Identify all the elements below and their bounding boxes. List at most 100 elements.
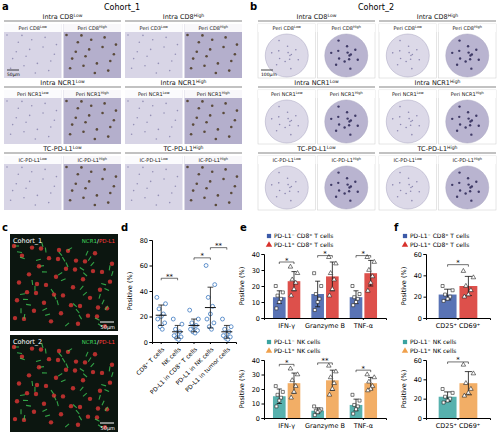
texture	[144, 197, 146, 199]
point	[451, 289, 454, 292]
point	[212, 321, 216, 325]
label-sup: Low	[294, 157, 301, 161]
bar	[364, 383, 377, 418]
point	[190, 321, 194, 325]
label-band	[258, 24, 316, 32]
texture	[236, 175, 239, 178]
error-cap	[368, 286, 373, 287]
tma-core	[265, 34, 308, 77]
image	[125, 24, 183, 78]
x-tick-label: CD25⁺ CD69⁺	[436, 422, 481, 430]
point	[290, 378, 295, 382]
tma-core	[446, 100, 489, 143]
texture	[198, 173, 201, 176]
label-band	[185, 156, 243, 164]
texture	[399, 116, 401, 118]
legend: PD-L1⁻ CD8⁺ T cellsPD-L1⁺ CD8⁺ T cells	[266, 232, 334, 248]
texture	[190, 199, 193, 202]
texture	[289, 55, 291, 57]
texture	[278, 182, 280, 184]
texture	[471, 119, 473, 121]
tma-core	[386, 34, 429, 77]
point	[352, 304, 355, 307]
header-rule	[258, 21, 375, 22]
texture	[224, 168, 227, 171]
texture	[69, 303, 73, 307]
error-bar	[447, 392, 448, 402]
label-base: Intra NCR1	[161, 79, 196, 87]
texture	[346, 111, 348, 113]
texture	[51, 390, 54, 394]
header-rule	[4, 21, 121, 22]
texture	[456, 196, 458, 198]
texture	[146, 55, 148, 57]
point	[196, 317, 200, 321]
error-cap	[175, 338, 181, 339]
y-tick: 60	[414, 251, 426, 259]
texture	[209, 180, 212, 183]
texture	[192, 189, 195, 192]
y-tick-label: 0	[144, 339, 148, 347]
texture	[228, 69, 231, 72]
texture	[228, 201, 231, 204]
texture	[350, 185, 352, 187]
texture	[82, 197, 85, 200]
image-bg	[379, 90, 437, 144]
label-base: Intra NCR1	[40, 79, 75, 87]
label-base: TC-PD-L1	[42, 145, 73, 153]
texture	[54, 53, 56, 55]
texture	[451, 118, 453, 120]
texture	[451, 184, 453, 186]
header-rule	[258, 87, 375, 88]
texture	[150, 49, 152, 51]
texture	[195, 183, 198, 186]
label-sup: Low	[163, 91, 170, 95]
texture	[83, 292, 87, 295]
label-base: Intra CD8	[417, 13, 448, 21]
image-label: Cohort_2	[13, 338, 42, 346]
texture	[349, 67, 351, 69]
point	[327, 293, 332, 297]
x-tick-mark	[458, 318, 459, 320]
label-sup: High	[474, 25, 482, 29]
x-tick-label: CD25⁺ CD69⁺	[436, 322, 481, 330]
label-sup: High	[99, 25, 107, 29]
texture	[47, 256, 51, 260]
texture	[52, 292, 56, 296]
texture	[279, 58, 281, 60]
texture	[80, 268, 84, 271]
legend-label: PD-L1⁺ CD8⁺ T cells	[274, 241, 333, 248]
texture	[54, 275, 58, 279]
texture	[469, 190, 471, 192]
y-tick-label: 40	[414, 272, 422, 280]
panel-letter: f	[394, 222, 399, 233]
label-base: TC-PD-L1	[417, 145, 448, 153]
texture	[156, 204, 158, 206]
texture	[20, 409, 21, 414]
texture	[234, 53, 237, 56]
point	[328, 375, 333, 379]
texture	[23, 415, 25, 420]
point	[444, 293, 447, 296]
texture	[90, 105, 93, 108]
point	[173, 327, 177, 331]
scale-label: 50μm	[7, 72, 20, 77]
label-base: IC-PD-L1	[332, 157, 353, 163]
annotations: ***	[279, 250, 370, 264]
y-tick: 60	[414, 357, 426, 365]
texture	[105, 407, 109, 411]
image	[185, 156, 243, 210]
texture	[105, 306, 109, 310]
texture	[278, 172, 280, 174]
texture	[350, 53, 352, 55]
point	[330, 287, 335, 291]
error-bar	[177, 325, 178, 338]
texture	[17, 352, 22, 354]
texture	[91, 262, 94, 266]
texture	[56, 110, 58, 112]
point	[366, 288, 371, 292]
error-cap	[277, 403, 282, 404]
texture	[201, 166, 204, 169]
error-cap	[315, 306, 320, 307]
error-cap	[291, 271, 296, 272]
